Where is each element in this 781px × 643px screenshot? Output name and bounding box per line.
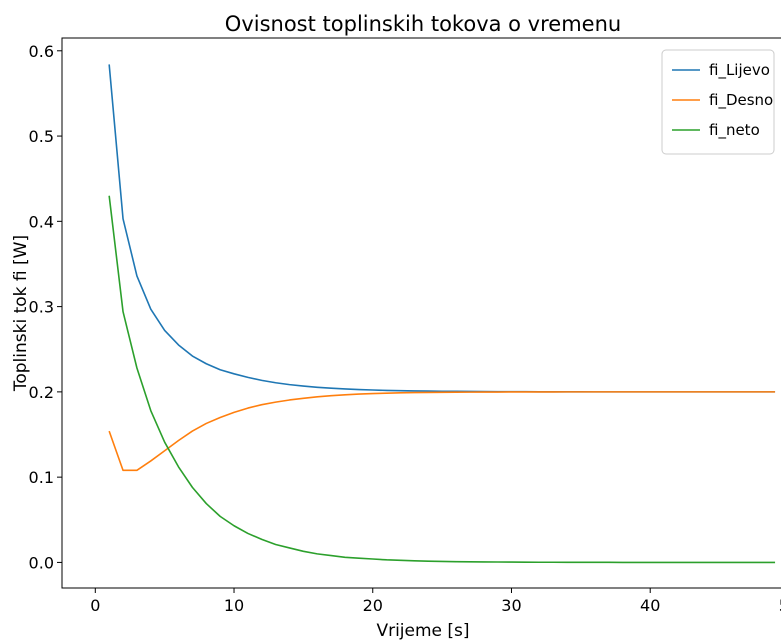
y-axis-label: Toplinski tok fi [W]: [11, 235, 31, 392]
series-lines: [108, 64, 776, 564]
x-tick-label: 30: [501, 596, 521, 615]
x-tick-label: 50: [779, 596, 781, 615]
legend-label: fi_neto: [709, 121, 760, 140]
series-line-fi-desno: [108, 391, 776, 472]
y-tick-label: 0.1: [29, 468, 54, 487]
y-tick-label: 0.6: [29, 42, 54, 61]
x-tick-label: 0: [90, 596, 100, 615]
x-tick-label: 10: [224, 596, 244, 615]
legend-label: fi_Lijevo: [709, 61, 770, 80]
legend-label: fi_Desno: [709, 91, 773, 110]
legend-box: [661, 49, 775, 155]
y-tick-label: 0.4: [29, 212, 54, 231]
axis-ticks: 0 10 20 30 40 50 0.0 0.1 0.2 0.3 0.4 0.5 0.6: [29, 42, 781, 615]
x-tick-label: 20: [363, 596, 383, 615]
series-line-fi-neto: [108, 195, 776, 564]
plot-frame: [61, 37, 781, 589]
y-tick-label: 0.0: [29, 553, 54, 572]
x-tick-label: 40: [640, 596, 660, 615]
y-tick-label: 0.2: [29, 383, 54, 402]
y-tick-label: 0.5: [29, 127, 54, 146]
y-tick-label: 0.3: [29, 298, 54, 317]
legend: fi_Lijevo fi_Desno fi_neto: [661, 49, 775, 155]
chart-title: Ovisnost toplinskih tokova o vremenu: [225, 12, 621, 36]
x-axis-label: Vrijeme [s]: [376, 621, 469, 641]
